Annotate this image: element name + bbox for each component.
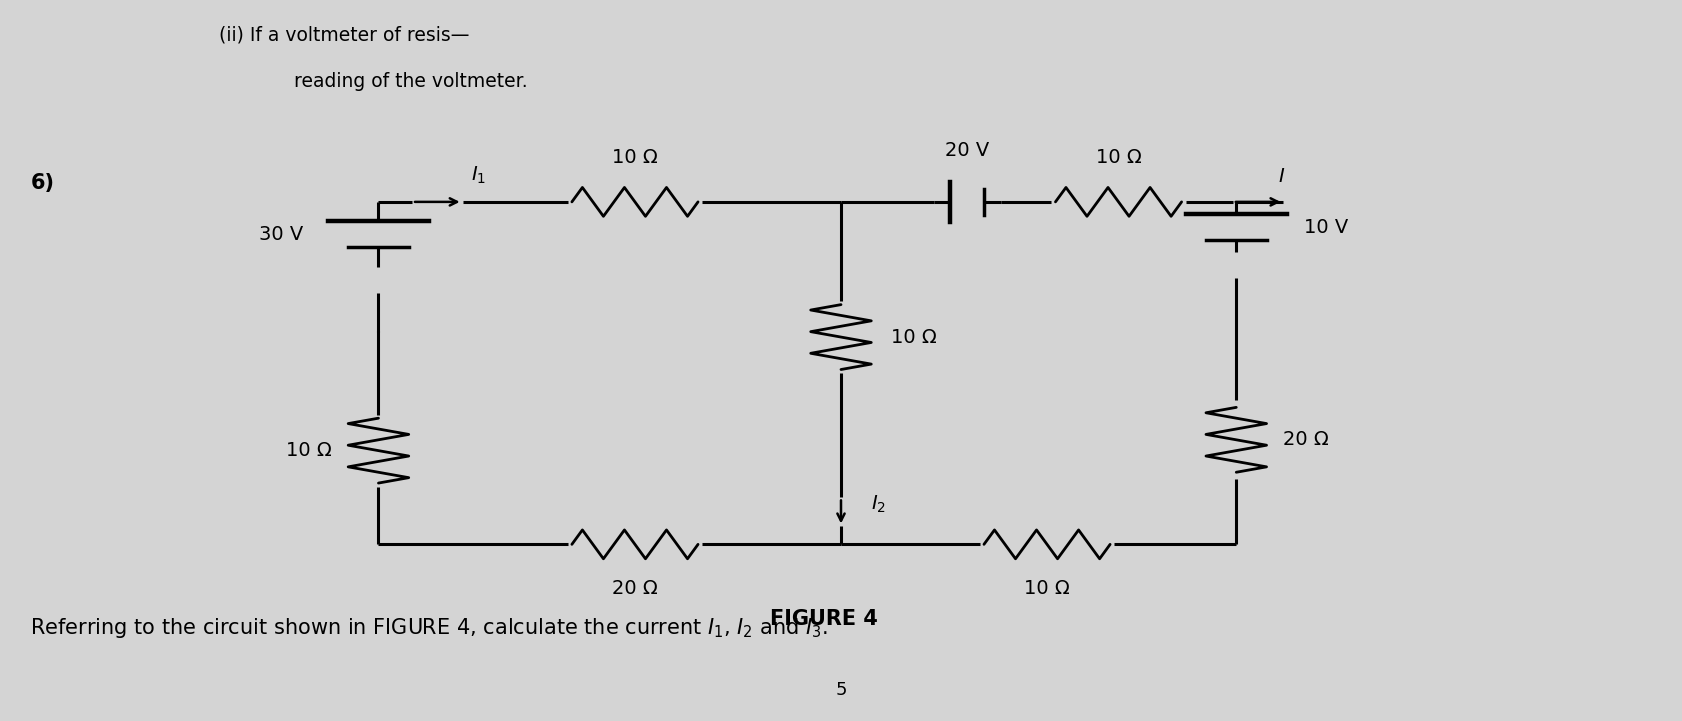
Text: 10 V: 10 V — [1304, 218, 1347, 236]
Text: 10 Ω: 10 Ω — [1024, 579, 1070, 598]
Text: 6): 6) — [30, 173, 54, 193]
Text: Referring to the circuit shown in FIGURE 4, calculate the current $I_1$, $I_2$ a: Referring to the circuit shown in FIGURE… — [30, 616, 828, 640]
Text: $I_2$: $I_2$ — [871, 494, 886, 516]
Text: (ii) If a voltmeter of resis—: (ii) If a voltmeter of resis— — [219, 25, 469, 44]
Text: $I$: $I$ — [1278, 167, 1285, 186]
Text: $I_1$: $I_1$ — [471, 164, 486, 186]
Text: FIGURE 4: FIGURE 4 — [770, 609, 878, 629]
Text: 10 Ω: 10 Ω — [286, 441, 331, 460]
Text: 30 V: 30 V — [259, 225, 303, 244]
Text: reading of the voltmeter.: reading of the voltmeter. — [294, 72, 528, 91]
Text: 20 V: 20 V — [945, 141, 989, 160]
Text: 10 Ω: 10 Ω — [1095, 149, 1142, 167]
Text: 5: 5 — [836, 681, 846, 699]
Text: 20 Ω: 20 Ω — [612, 579, 658, 598]
Text: 20 Ω: 20 Ω — [1283, 430, 1329, 449]
Text: 10 Ω: 10 Ω — [612, 149, 658, 167]
Text: 10 Ω: 10 Ω — [891, 327, 937, 347]
